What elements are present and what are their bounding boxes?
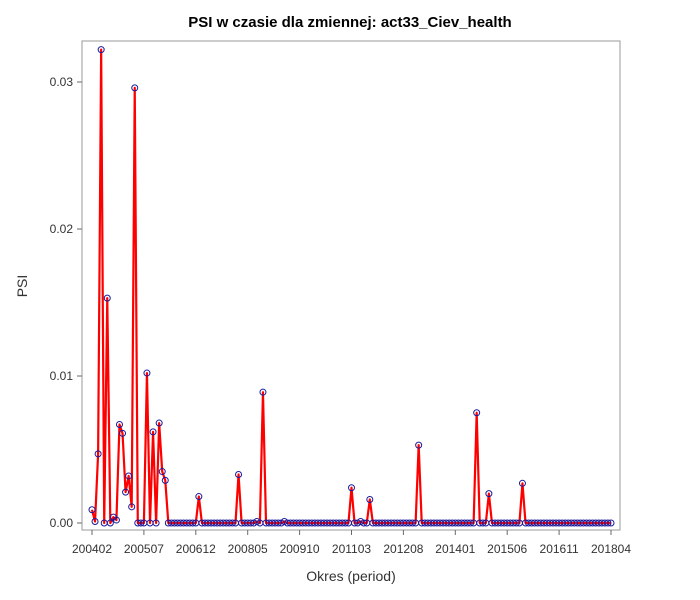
y-tick-label: 0.00 [50, 516, 74, 530]
data-point [195, 493, 203, 501]
y-axis: 0.00 0.01 0.02 0.03 [50, 75, 82, 530]
data-point [259, 388, 267, 396]
x-tick-label: 200612 [176, 542, 216, 556]
data-point [91, 518, 99, 526]
data-point [518, 479, 526, 487]
x-tick-label: 201804 [591, 542, 631, 556]
data-point [366, 495, 374, 503]
psi-series-line [90, 48, 611, 525]
data-point [131, 84, 139, 92]
data-point [155, 419, 163, 427]
data-point [415, 441, 423, 449]
x-tick-label: 200402 [72, 542, 112, 556]
data-point [228, 519, 236, 527]
data-point [360, 519, 368, 527]
data-point [94, 450, 102, 458]
data-point [158, 468, 166, 476]
plot-frame [81, 40, 621, 531]
data-point [88, 506, 96, 514]
data-point [143, 369, 151, 377]
data-point [128, 503, 136, 511]
data-point [512, 519, 520, 527]
data-point [485, 490, 493, 498]
data-point [348, 484, 355, 492]
data-point [161, 476, 169, 484]
data-point [115, 421, 123, 429]
y-axis-label: PSI [14, 275, 30, 298]
data-point [97, 46, 105, 54]
x-tick-label: 201506 [487, 542, 527, 556]
data-point [607, 519, 615, 527]
x-tick-label: 201611 [540, 542, 579, 556]
chart-title: PSI w czasie dla zmiennej: act33_Ciev_he… [188, 14, 511, 31]
data-point [604, 519, 612, 527]
data-point [235, 470, 243, 478]
data-point [479, 519, 487, 527]
data-point [125, 472, 133, 480]
data-point [341, 519, 349, 527]
y-tick-label: 0.02 [50, 222, 74, 236]
x-axis-label: Okres (period) [306, 568, 395, 584]
x-tick-label: 200507 [124, 542, 164, 556]
data-point [112, 516, 120, 524]
x-tick-label: 200910 [280, 542, 320, 556]
x-tick-label: 201401 [435, 542, 475, 556]
series-layer [88, 46, 615, 527]
data-point [106, 519, 114, 527]
x-axis: 200402 200507 200612 200805 200910 201103 2012… [72, 530, 631, 556]
y-tick-label: 0.03 [50, 75, 74, 89]
data-point [467, 519, 475, 527]
x-tick-label: 201103 [332, 542, 371, 556]
data-point [122, 488, 130, 496]
x-tick-label: 201208 [383, 542, 423, 556]
data-point [103, 294, 111, 302]
y-tick-label: 0.01 [50, 369, 74, 383]
data-point [409, 519, 417, 527]
data-point [152, 519, 160, 527]
data-point [137, 519, 145, 527]
data-point [189, 519, 197, 527]
x-tick-label: 200805 [228, 542, 268, 556]
data-point [149, 428, 157, 436]
data-point [119, 429, 127, 437]
data-point [473, 409, 481, 417]
